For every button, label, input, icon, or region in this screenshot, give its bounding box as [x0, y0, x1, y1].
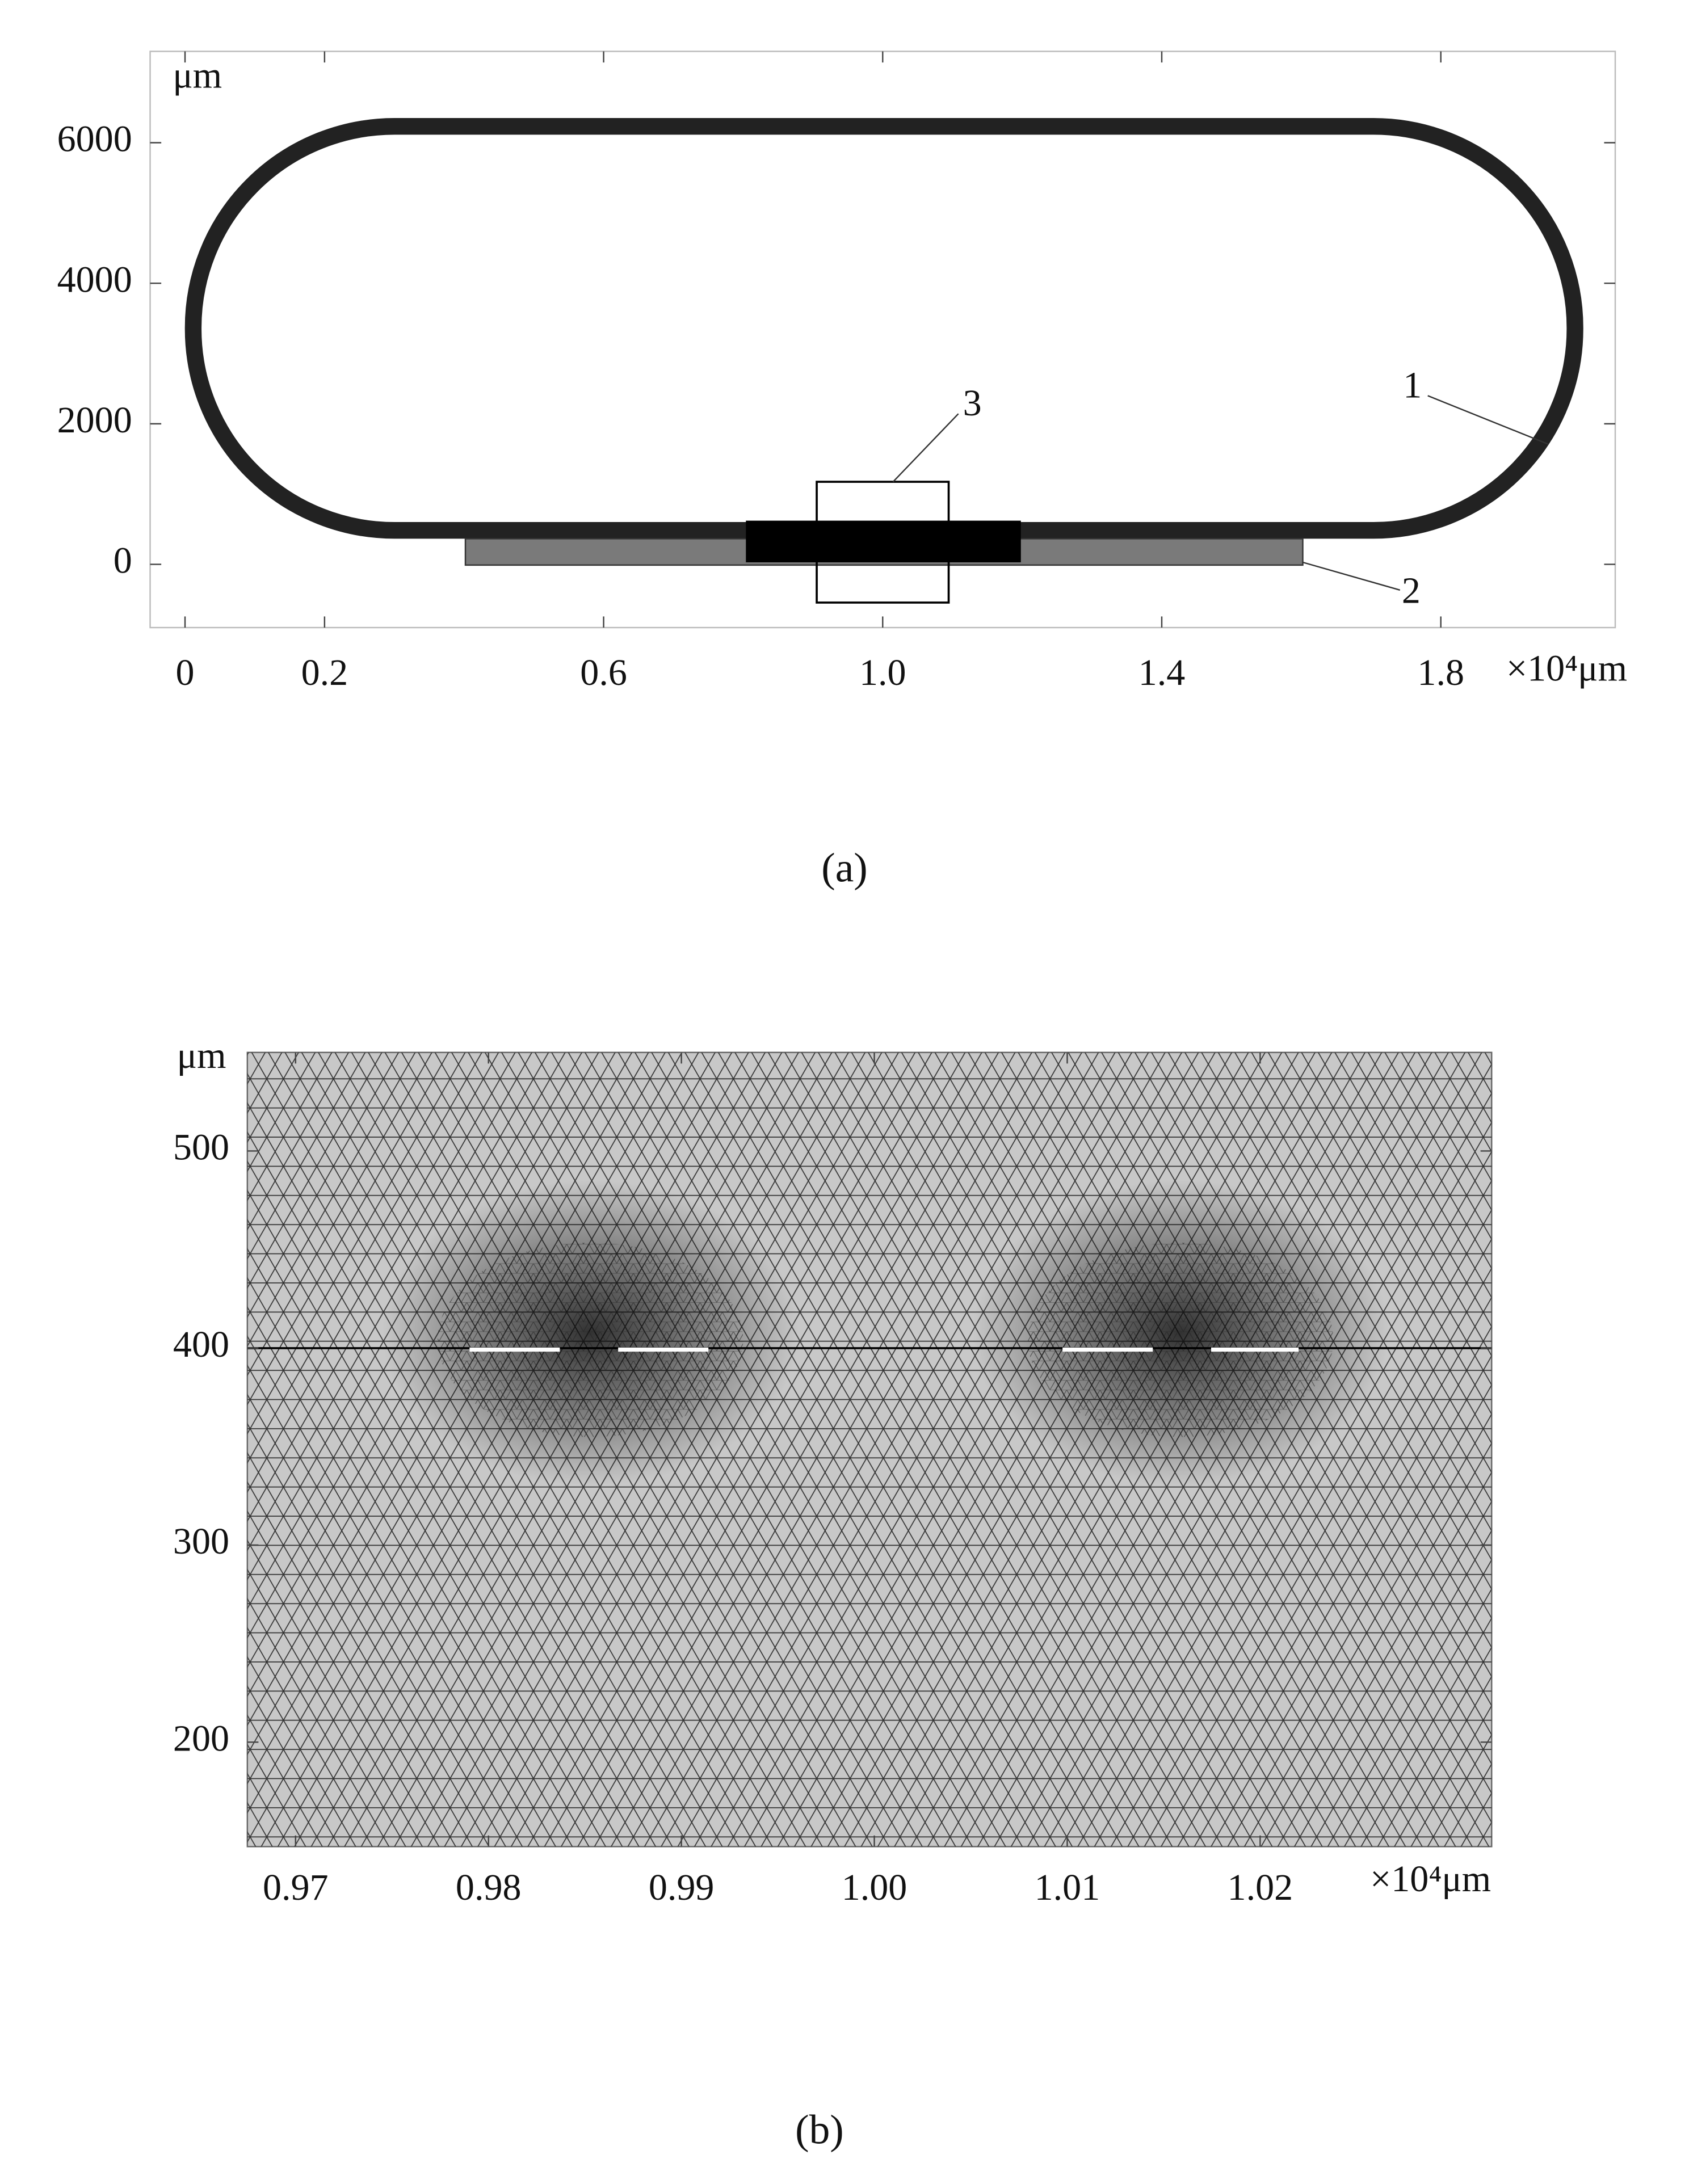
refined-mesh [382, 1180, 1389, 1486]
y-tick-label: 4000 [57, 259, 132, 300]
geometry: 1 2 3 μm ×10⁴μm (a) 0 0.2 0.6 1.0 1.4 1.8 0 200… [57, 51, 1627, 891]
annotation: 3 [963, 382, 982, 424]
x-tick-label: 1.00 [842, 1867, 907, 1908]
y-tick-label: 0 [114, 540, 132, 582]
y-tick-label: 500 [173, 1127, 229, 1168]
annotation: 2 [1402, 570, 1421, 611]
electrode-region [746, 520, 1021, 563]
y-unit: μm [177, 1035, 226, 1076]
y-tick-label: 6000 [57, 119, 132, 160]
y-tick-label: 300 [173, 1521, 229, 1562]
x-tick-label: 0.2 [301, 652, 348, 693]
mesh: μm ×10⁴μm (b) 0.97 0.98 0.99 1.00 1.01 1.02 20… [173, 1035, 1493, 2153]
y-tick-label: 2000 [57, 399, 132, 441]
x-tick-label: 0.97 [263, 1867, 329, 1908]
zoom-box [816, 481, 950, 604]
x-unit: ×10⁴μm [1370, 1858, 1491, 1900]
x-tick-label: 1.01 [1035, 1867, 1100, 1908]
x-tick-label: 0.98 [456, 1867, 522, 1908]
y-tick-label: 200 [173, 1718, 229, 1759]
x-tick-label: 0 [175, 652, 194, 693]
leader-line [892, 413, 959, 482]
annotation: 1 [1403, 364, 1422, 406]
y-unit: μm [173, 55, 222, 96]
x-tick-label: 0.99 [649, 1867, 715, 1908]
x-tick-label: 1.0 [859, 652, 906, 693]
x-tick-label: 1.02 [1228, 1867, 1293, 1908]
y-tick-label: 400 [173, 1324, 229, 1365]
x-tick-label: 1.4 [1138, 652, 1186, 693]
leader-line [1427, 395, 1549, 445]
x-tick-label: 0.6 [580, 652, 627, 693]
caption: (a) [821, 845, 867, 891]
caption: (b) [795, 2107, 844, 2153]
leader-line [1303, 561, 1401, 591]
x-tick-label: 1.8 [1417, 652, 1464, 693]
x-unit: ×10⁴μm [1506, 647, 1627, 689]
